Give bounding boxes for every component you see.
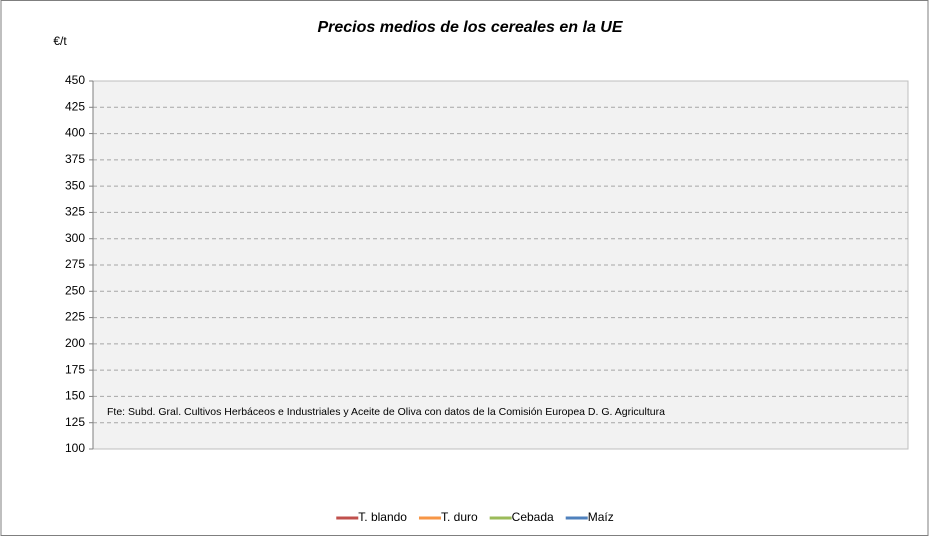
y-tick-label: 450	[65, 73, 85, 87]
legend-label: Cebada	[512, 510, 554, 524]
legend-label: T. duro	[441, 510, 478, 524]
source-note: Fte: Subd. Gral. Cultivos Herbáceos e In…	[107, 406, 665, 418]
y-tick-label: 325	[65, 205, 85, 219]
y-tick-label: 425	[65, 99, 85, 113]
chart-title: Precios medios de los cereales en la UE	[317, 19, 623, 36]
y-tick-label: 100	[65, 441, 85, 455]
y-tick-label: 350	[65, 178, 85, 192]
legend-label: Maíz	[588, 510, 614, 524]
y-tick-label: 275	[65, 257, 85, 271]
y-tick-label: 175	[65, 362, 85, 376]
y-tick-label: 250	[65, 283, 85, 297]
y-tick-label: 400	[65, 126, 85, 140]
y-tick-label: 300	[65, 231, 85, 245]
y-axis-label: €/t	[53, 34, 67, 48]
y-tick-label: 150	[65, 389, 85, 403]
y-tick-label: 125	[65, 415, 85, 429]
y-tick-label: 375	[65, 152, 85, 166]
y-tick-label: 225	[65, 310, 85, 324]
y-tick-label: 200	[65, 336, 85, 350]
legend-label: T. blando	[358, 510, 407, 524]
legend: T. blando T. duro Cebada Maíz	[336, 510, 614, 524]
